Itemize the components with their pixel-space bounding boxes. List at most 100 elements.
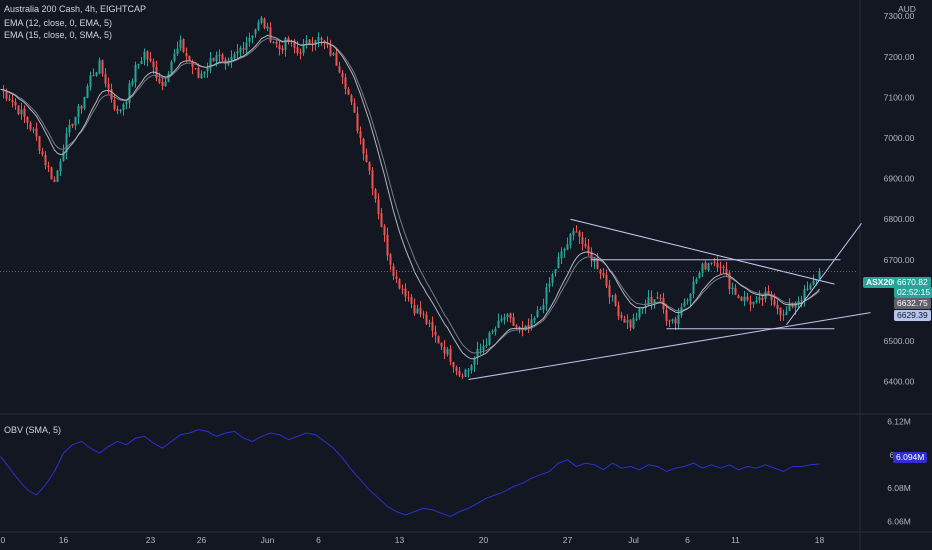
candle-body: [620, 315, 623, 318]
candle-body: [149, 58, 152, 61]
candle-body: [686, 299, 689, 302]
candle: [389, 253, 392, 271]
candle: [533, 316, 536, 324]
candle: [665, 304, 668, 326]
candle: [110, 83, 113, 103]
candle-body: [623, 318, 626, 323]
candle-body: [38, 136, 41, 151]
candle: [104, 68, 107, 88]
candle-body: [161, 82, 164, 86]
time-tick-label: 10: [0, 535, 5, 545]
candle: [398, 278, 401, 290]
candle-body: [407, 297, 410, 299]
candle: [260, 15, 263, 25]
candle: [353, 98, 356, 113]
candle-body: [497, 320, 500, 328]
symbol-badge: ASX200: [863, 277, 901, 288]
candle: [299, 48, 302, 60]
candle-body: [377, 199, 380, 214]
candle: [797, 296, 800, 309]
obv-legend[interactable]: OBV (SMA, 5): [4, 425, 62, 435]
candle-body: [668, 320, 671, 322]
candle: [818, 267, 821, 280]
candle: [29, 121, 32, 132]
candle-body: [563, 248, 566, 252]
candle: [512, 312, 515, 326]
candle-body: [461, 376, 464, 378]
candle: [527, 318, 530, 334]
candle-body: [818, 271, 821, 279]
candle-body: [545, 287, 548, 305]
candle-body: [701, 263, 704, 274]
candle-body: [419, 307, 422, 315]
candle: [200, 70, 203, 79]
candle-body: [506, 314, 509, 318]
candle: [89, 71, 92, 91]
ema12-line: [0, 34, 820, 360]
candle-body: [164, 81, 167, 87]
candle: [386, 227, 389, 261]
candle: [341, 69, 344, 85]
candle-body: [83, 96, 86, 109]
candle: [800, 295, 803, 308]
candle: [356, 106, 359, 134]
candle: [737, 294, 740, 299]
candle-body: [203, 71, 206, 74]
time-tick-label: Jun: [261, 535, 275, 545]
ema15-legend[interactable]: EMA (15, close, 0, SMA, 5): [4, 30, 113, 40]
candle: [641, 307, 644, 314]
candle-body: [329, 44, 332, 56]
candle: [266, 22, 269, 32]
candle-body: [314, 40, 317, 45]
candle: [305, 35, 308, 49]
candle-body: [359, 131, 362, 139]
candle-body: [737, 295, 740, 298]
ema15-line: [0, 37, 820, 354]
candle: [740, 296, 743, 302]
candle-body: [68, 124, 71, 133]
candle-body: [473, 358, 476, 365]
candle: [11, 94, 14, 108]
candle-body: [602, 273, 605, 276]
candle-body: [110, 89, 113, 100]
candle: [224, 57, 227, 70]
candle-body: [152, 61, 155, 68]
candle-body: [260, 17, 263, 23]
candle-body: [647, 296, 650, 306]
candle: [611, 294, 614, 302]
candle: [32, 127, 35, 134]
candle: [362, 137, 365, 161]
candle: [617, 301, 620, 321]
candle-body: [770, 293, 773, 300]
candle: [221, 52, 224, 62]
candle: [38, 135, 41, 154]
price-tick-label: 6500.00: [884, 336, 915, 346]
candle-body: [140, 60, 143, 65]
candle: [632, 313, 635, 330]
candle: [206, 62, 209, 78]
candle-body: [638, 308, 641, 318]
candle: [734, 284, 737, 296]
candle-body: [320, 38, 323, 40]
candle: [407, 291, 410, 302]
candle-body: [92, 75, 95, 77]
candle-body: [398, 279, 401, 289]
candle: [509, 312, 512, 323]
candle: [464, 368, 467, 377]
candle: [47, 161, 50, 173]
candle: [704, 260, 707, 271]
candle-body: [233, 54, 236, 59]
ema12-legend[interactable]: EMA (12, close, 0, EMA, 5): [4, 18, 113, 28]
time-tick-label: 27: [563, 535, 573, 545]
candle-body: [338, 66, 341, 73]
candle: [155, 60, 158, 82]
candle-body: [680, 307, 683, 316]
candle-body: [632, 318, 635, 329]
candle-body: [374, 189, 377, 200]
candle: [374, 188, 377, 203]
candle: [431, 316, 434, 338]
candle: [77, 103, 80, 125]
obv-value-badge: 6.094M: [893, 452, 928, 463]
